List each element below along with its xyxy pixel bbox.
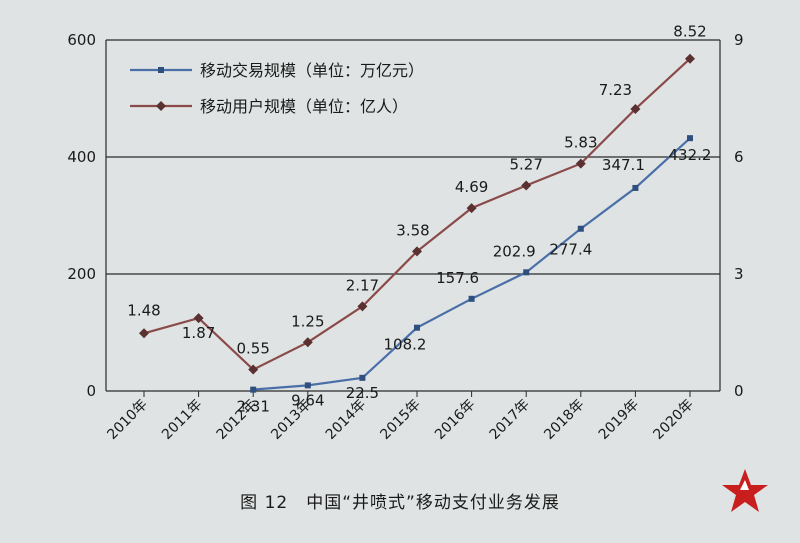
legend-marker xyxy=(158,67,164,73)
data-point-user xyxy=(630,104,641,115)
data-label: 202.9 xyxy=(493,242,536,260)
series-group xyxy=(139,53,695,393)
figure-caption: 图 12 中国“井喷式”移动支付业务发展 xyxy=(240,493,560,513)
data-label: 7.23 xyxy=(599,81,632,99)
series-line-0 xyxy=(253,137,691,391)
legend-label: 移动交易规模（单位：万亿元） xyxy=(200,61,424,80)
data-label: 0.55 xyxy=(236,340,269,358)
data-label: 157.6 xyxy=(436,269,479,287)
x-tick-label: 2017年 xyxy=(487,397,533,443)
data-point-transaction xyxy=(304,382,311,389)
data-label: 8.52 xyxy=(673,23,706,41)
data-label: 1.25 xyxy=(291,312,324,330)
y-right-tick-label: 9 xyxy=(734,31,744,49)
y-right-tick-label: 6 xyxy=(734,148,744,166)
data-point-transaction xyxy=(250,386,257,393)
data-point-user xyxy=(466,203,477,214)
data-point-user xyxy=(685,53,695,64)
data-point-transaction xyxy=(414,324,420,331)
y-left-tick-label: 600 xyxy=(67,31,96,49)
data-point-user xyxy=(412,246,422,257)
y-right-tick-label: 3 xyxy=(734,265,744,283)
data-label: 3.58 xyxy=(396,221,429,239)
legend-marker xyxy=(156,101,166,111)
grid-lines xyxy=(106,39,720,392)
data-point-user xyxy=(193,313,204,324)
x-tick-label: 2020年 xyxy=(650,397,696,443)
star-logo-icon xyxy=(722,469,768,512)
y-left-tick-label: 0 xyxy=(86,382,96,400)
data-label: 1.48 xyxy=(127,301,160,319)
data-point-transaction xyxy=(359,374,366,381)
data-label: 2.31 xyxy=(236,398,269,416)
data-point-user xyxy=(248,364,259,375)
data-point-user xyxy=(357,301,368,312)
data-label: 1.87 xyxy=(182,324,215,342)
x-tick-label: 2019年 xyxy=(596,397,642,443)
data-label: 22.5 xyxy=(346,384,379,402)
x-tick-label: 2015年 xyxy=(377,397,423,443)
data-label: 5.27 xyxy=(509,155,542,173)
data-point-transaction xyxy=(577,225,584,232)
y-right-tick-label: 0 xyxy=(734,382,744,400)
x-tick-label: 2016年 xyxy=(432,397,478,443)
data-point-user xyxy=(575,158,586,169)
data-point-transaction xyxy=(632,184,639,191)
data-point-user xyxy=(139,328,149,339)
x-tick-label: 2011年 xyxy=(159,397,205,443)
data-label: 9.64 xyxy=(291,391,324,409)
x-tick-label: 2018年 xyxy=(541,397,587,443)
x-tick-label: 2014年 xyxy=(323,397,369,443)
data-label: 2.17 xyxy=(346,276,379,294)
data-label: 277.4 xyxy=(549,241,592,259)
data-point-user xyxy=(302,337,313,348)
data-label: 432.2 xyxy=(669,146,712,164)
data-label: 5.83 xyxy=(564,134,597,152)
legend-label: 移动用户规模（单位：亿人） xyxy=(200,97,408,116)
data-label: 347.1 xyxy=(602,156,645,174)
data-label: 108.2 xyxy=(384,336,427,354)
data-label: 4.69 xyxy=(455,178,488,196)
data-point-transaction xyxy=(523,269,530,276)
data-point-transaction xyxy=(468,295,475,302)
x-tick-label: 2010年 xyxy=(104,397,150,443)
data-point-user xyxy=(521,180,532,191)
y-left-tick-label: 400 xyxy=(67,148,96,166)
legend: 移动交易规模（单位：万亿元） 移动用户规模（单位：亿人） xyxy=(130,61,424,116)
data-point-transaction xyxy=(687,135,693,142)
y-left-tick-label: 200 xyxy=(67,265,96,283)
data-labels: 2.31 9.64 22.5 108.2 157.6 202.9 277.4 347.1 432… xyxy=(127,23,711,416)
